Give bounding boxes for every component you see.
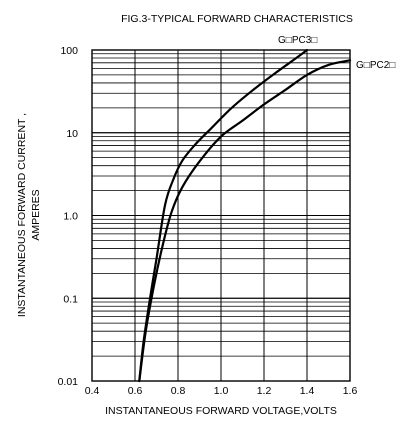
y-tick-label: 0.1	[63, 293, 78, 305]
y-tick-label: 10	[66, 128, 78, 140]
x-tick-label: 1.6	[343, 385, 358, 397]
chart-title: FIG.3-TYPICAL FORWARD CHARACTERISTICS	[121, 13, 353, 25]
x-axis-label: INSTANTANEOUS FORWARD VOLTAGE,VOLTS	[105, 405, 337, 417]
y-tick-label: 0.01	[58, 376, 79, 388]
y-tick-label: 1.0	[63, 211, 78, 223]
x-tick-label: 1.4	[300, 385, 315, 397]
series-label-gpc3: G□PC3□	[278, 35, 317, 46]
y-axis-label-line-2: AMPERES	[30, 189, 42, 240]
plot-frame	[91, 49, 351, 382]
series-label-gpc2: G□PC2□	[356, 60, 395, 71]
x-tick-label: 0.4	[85, 385, 100, 397]
series-line-gpc2	[138, 59, 352, 383]
series-labels: G□PC3□ G□PC2□	[278, 35, 395, 71]
tick-labels: 0.4 0.6 0.8 1.0 1.2 1.4 1.6 0.01 0.1 1.0 10 100	[58, 45, 358, 397]
grid	[91, 49, 351, 382]
x-tick-label: 1.2	[257, 385, 272, 397]
series-lines	[138, 48, 352, 383]
x-tick-label: 0.8	[171, 385, 186, 397]
series-line-gpc3	[138, 48, 309, 383]
y-axis-label-line-1: INSTANTANEOUS FORWARD CURRENT ,	[16, 113, 28, 317]
x-tick-label: 1.0	[214, 385, 229, 397]
x-tick-label: 0.6	[128, 385, 143, 397]
y-tick-label: 100	[60, 45, 78, 57]
